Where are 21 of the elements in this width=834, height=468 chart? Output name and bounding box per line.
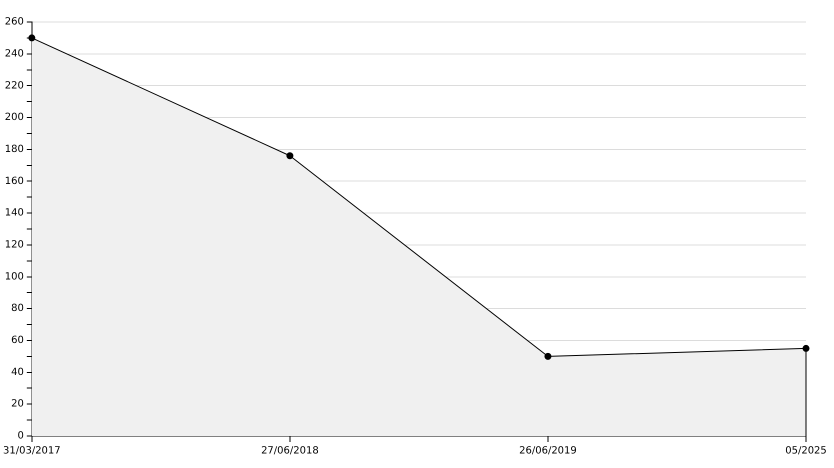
y-tick-label: 80 bbox=[11, 303, 24, 314]
y-tick-label: 260 bbox=[4, 16, 24, 28]
x-tick-label: 26/06/2019 bbox=[519, 446, 577, 457]
x-tick-label: 05/2025 bbox=[785, 446, 827, 457]
y-tick-label: 140 bbox=[4, 208, 24, 219]
point bbox=[544, 352, 552, 360]
point bbox=[802, 344, 810, 352]
y-tick-label: 0 bbox=[17, 430, 24, 442]
x-tick-label: 27/06/2018 bbox=[261, 446, 319, 457]
y-tick-label: 180 bbox=[4, 144, 24, 155]
y-tick-label: 220 bbox=[4, 80, 24, 92]
y-tick-label: 100 bbox=[4, 271, 24, 282]
y-tick-label: 120 bbox=[4, 240, 24, 251]
y-tick-label: 20 bbox=[11, 398, 24, 410]
y-tick-label: 60 bbox=[11, 335, 24, 346]
y-tick-label: 40 bbox=[11, 366, 24, 378]
x-tick-label: 31/03/2017 bbox=[3, 446, 61, 457]
y-tick-label: 240 bbox=[4, 48, 24, 60]
y-tick-label: 160 bbox=[4, 176, 24, 187]
y-tick-label: 200 bbox=[4, 112, 24, 124]
point bbox=[286, 152, 294, 160]
